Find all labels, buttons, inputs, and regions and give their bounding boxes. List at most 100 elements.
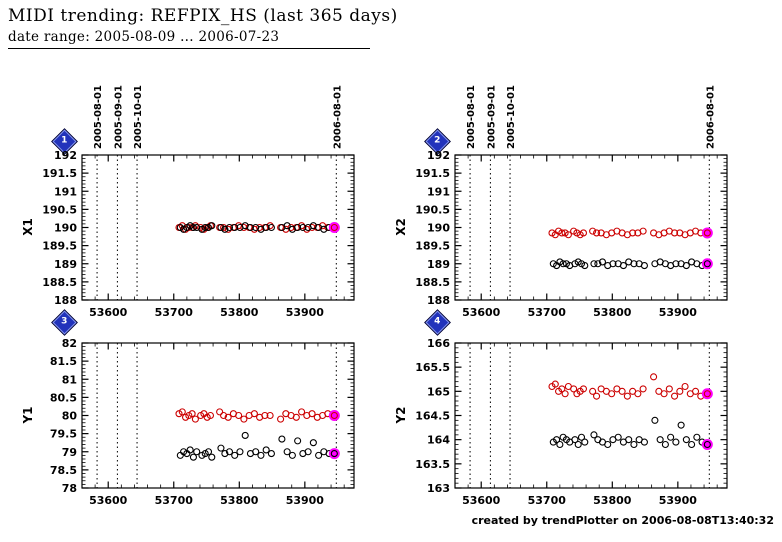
- y-tick-label: 164.5: [415, 410, 450, 423]
- y-axis-label-x2: X2: [394, 218, 408, 236]
- x-tick-label: 53600: [462, 494, 501, 507]
- data-point: [294, 437, 302, 445]
- x-tick-label: 53700: [155, 306, 194, 319]
- data-point: [561, 390, 569, 398]
- y-tick-label: 188: [54, 294, 77, 307]
- data-point: [590, 260, 598, 268]
- x-tick-label: 53700: [528, 494, 567, 507]
- data-point: [681, 382, 689, 391]
- series-red: [175, 408, 332, 423]
- data-point: [266, 411, 274, 420]
- data-point: [630, 260, 638, 268]
- plot-x2: 2005-08-01 2005-09-01 2005-10-01 2006-08-01…: [415, 85, 728, 319]
- y-tick-label: 188: [427, 294, 450, 307]
- data-point: [206, 411, 215, 420]
- data-point: [693, 433, 701, 441]
- y-tick-label: 190.5: [42, 203, 77, 216]
- data-point: [224, 413, 232, 421]
- x-tick-label: 53900: [659, 306, 698, 319]
- y-tick-label: 81.5: [50, 355, 77, 368]
- series-latest: [328, 410, 340, 460]
- data-point: [189, 453, 197, 461]
- data-point: [262, 223, 270, 232]
- data-point: [551, 380, 559, 388]
- data-point: [634, 390, 642, 398]
- data-point: [308, 223, 316, 232]
- y-tick-label: 192: [427, 149, 450, 162]
- epoch-label: 2005-10-01: [133, 85, 144, 149]
- x-tick-label: 53900: [659, 494, 698, 507]
- data-point: [225, 448, 234, 456]
- y-tick-label: 79.5: [50, 428, 77, 441]
- data-point: [204, 448, 213, 456]
- data-point: [178, 408, 186, 416]
- series-red: [548, 227, 705, 239]
- data-point: [278, 435, 286, 443]
- y-tick-label: 189.5: [415, 240, 450, 253]
- y-tick-label: 78: [62, 482, 77, 495]
- plot-x1: 2005-08-01 2005-09-01 2005-10-01 2006-08-01…: [42, 85, 355, 319]
- data-point: [676, 387, 684, 395]
- data-point: [309, 439, 317, 447]
- y-tick-label: 192: [54, 149, 77, 162]
- series-latest: [701, 227, 713, 270]
- x-tick-label: 53700: [155, 494, 194, 507]
- plot-frame: [81, 342, 355, 489]
- data-point: [625, 436, 633, 444]
- data-point: [308, 410, 316, 418]
- data-point: [656, 436, 664, 444]
- x-tick-label: 53800: [593, 306, 632, 319]
- axes: 53600 53700 53800 53900 163 163.5 164 164.5 165 1…: [415, 337, 728, 507]
- epoch-label: 2005-09-01: [113, 85, 124, 149]
- data-point: [188, 410, 196, 418]
- data-point: [594, 260, 602, 268]
- series-black: [176, 222, 333, 233]
- data-point: [298, 408, 306, 416]
- data-point: [201, 223, 209, 232]
- y-tick-label: 188.5: [42, 276, 77, 289]
- latest-point-ring: [330, 411, 338, 420]
- data-point: [630, 440, 638, 449]
- latest-point-ring: [330, 450, 338, 458]
- data-point: [283, 448, 291, 456]
- y-tick-label: 163: [427, 482, 450, 495]
- data-point: [618, 387, 626, 395]
- data-point: [651, 416, 659, 424]
- data-point: [304, 448, 312, 456]
- latest-point: [701, 227, 713, 239]
- x-tick-label: 53800: [220, 306, 259, 319]
- data-point: [176, 451, 184, 459]
- data-point: [217, 223, 225, 232]
- epoch-label: 2006-08-01: [332, 85, 343, 149]
- y-tick-label: 190: [54, 222, 77, 235]
- data-point: [298, 222, 306, 230]
- y-tick-label: 190.5: [415, 203, 450, 216]
- y-tick-label: 164: [427, 434, 450, 447]
- data-point: [598, 258, 607, 266]
- data-point: [186, 446, 194, 454]
- series-latest: [328, 222, 340, 233]
- data-point: [261, 411, 269, 420]
- y-tick-label: 189: [427, 258, 450, 271]
- data-point: [277, 415, 285, 423]
- data-point: [299, 223, 307, 232]
- data-point: [266, 222, 274, 230]
- data-point: [292, 413, 300, 421]
- data-point: [677, 421, 685, 429]
- y-tick-label: 163.5: [415, 458, 450, 471]
- epoch-label: 2006-08-01: [705, 85, 716, 149]
- y-tick-label: 191.5: [42, 167, 77, 180]
- data-point: [221, 225, 229, 233]
- data-point: [556, 440, 564, 449]
- latest-point-ring: [703, 260, 711, 268]
- data-point: [570, 385, 578, 393]
- latest-point: [328, 448, 340, 460]
- data-point: [691, 387, 700, 395]
- data-point: [593, 229, 601, 237]
- y-tick-label: 190: [427, 222, 450, 235]
- x-tick-label: 53600: [89, 494, 128, 507]
- y-axis-label-x1: X1: [21, 218, 35, 236]
- data-point: [225, 223, 234, 232]
- epoch-label: 2005-08-01: [466, 85, 477, 149]
